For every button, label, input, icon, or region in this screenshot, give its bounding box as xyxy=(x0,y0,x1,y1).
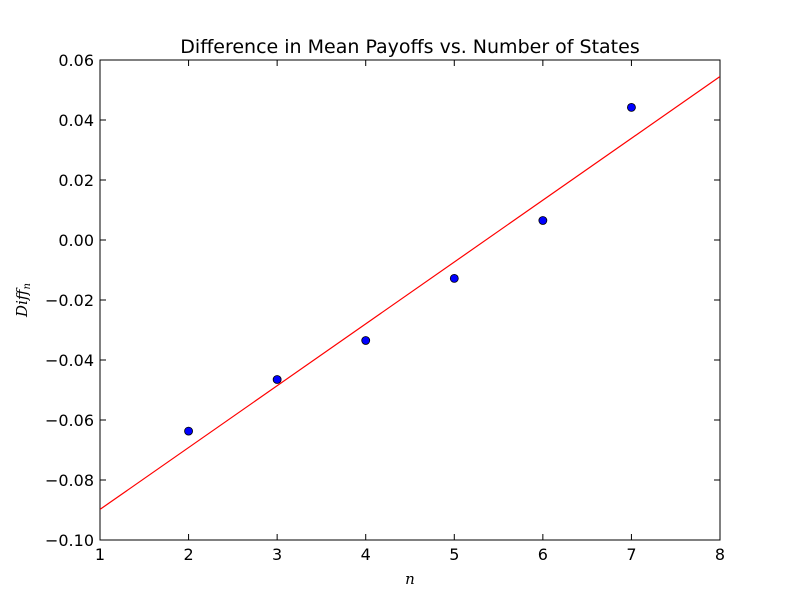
x-axis-label: n xyxy=(405,570,415,588)
x-tick-label: 5 xyxy=(449,545,459,564)
y-tick-label: −0.10 xyxy=(45,531,94,550)
data-point xyxy=(538,216,548,225)
y-axis-label-main: Diff xyxy=(13,287,31,318)
data-point xyxy=(627,103,636,112)
y-tick-label: −0.02 xyxy=(45,291,94,310)
chart-title: Difference in Mean Payoffs vs. Number of… xyxy=(180,36,639,58)
y-tick-label: 0.02 xyxy=(58,171,94,190)
y-tick-label: 0.00 xyxy=(58,231,94,250)
y-tick-label: 0.04 xyxy=(58,111,94,130)
x-tick-label: 1 xyxy=(95,545,105,564)
y-tick-label: −0.04 xyxy=(45,351,94,370)
y-axis-label: Diffn xyxy=(13,283,33,318)
y-tick-label: −0.08 xyxy=(45,471,94,490)
data-point xyxy=(361,336,371,345)
plot-frame xyxy=(99,59,721,541)
x-tick-label: 3 xyxy=(272,545,282,564)
data-point xyxy=(184,426,193,436)
x-tick-label: 4 xyxy=(361,545,371,564)
y-axis-label-subscript: n xyxy=(22,283,33,289)
fit-line xyxy=(100,76,720,510)
x-tick-label: 2 xyxy=(183,545,193,564)
x-tick-label: 7 xyxy=(626,545,636,564)
y-tick-label: −0.06 xyxy=(45,411,94,430)
y-tick-label: 0.06 xyxy=(58,51,94,70)
data-point xyxy=(272,375,282,384)
x-tick-label: 8 xyxy=(715,545,725,564)
x-tick-label: 6 xyxy=(538,545,548,564)
plot-area: 1 2 3 4 5 6 7 8 −0.10 −0.08 −0.06 −0.04 −0.02 0.00 0.0… xyxy=(45,51,725,564)
data-point xyxy=(449,273,459,283)
